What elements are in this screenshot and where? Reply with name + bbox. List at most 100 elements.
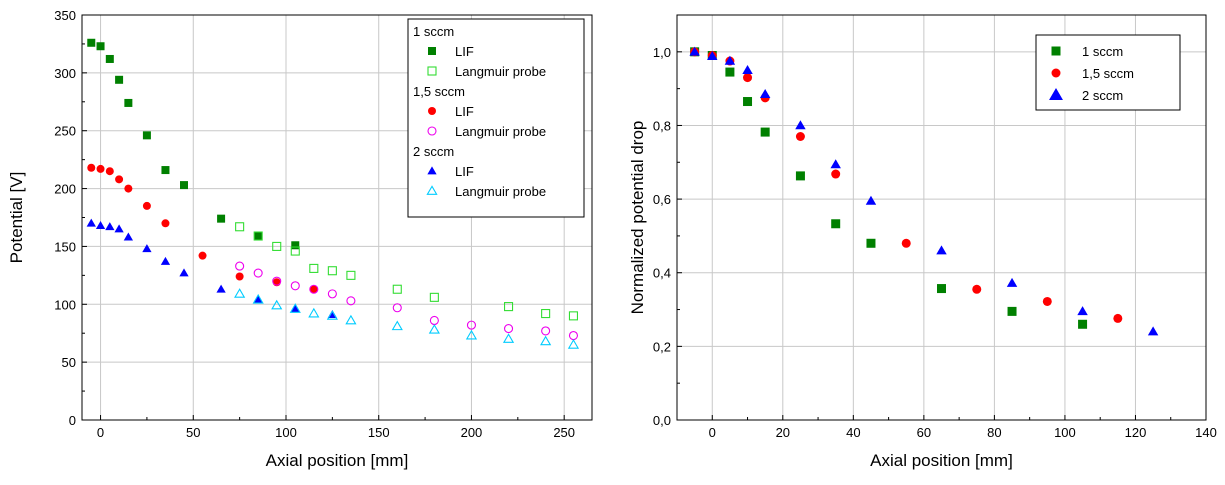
- y-tick-label: 1,0: [653, 45, 671, 60]
- data-point: [86, 218, 96, 227]
- data-point: [253, 295, 263, 304]
- data-point: [309, 284, 319, 294]
- data-point: [142, 201, 151, 210]
- data-point: [743, 97, 753, 107]
- legend-label: 1,5 sccm: [1082, 66, 1134, 81]
- data-point: [252, 293, 264, 304]
- legend-group-title: 1,5 sccm: [413, 84, 465, 99]
- legend-box: [407, 18, 585, 218]
- data-point: [254, 232, 263, 241]
- data-point: [115, 75, 124, 84]
- data-point: [235, 222, 245, 232]
- data-point: [1042, 296, 1052, 306]
- x-tick-label: 100: [1054, 425, 1076, 440]
- legend-marker: [427, 66, 437, 76]
- legend: 1 sccm 1,5 sccm 2 sccm: [1035, 34, 1181, 111]
- x-tick-label: 200: [461, 425, 483, 440]
- legend-marker: [428, 107, 436, 115]
- x-tick-label: 150: [368, 425, 390, 440]
- data-point: [972, 284, 982, 294]
- axes: 0 50 100 150 200 250 0 50 100 150 200 250 300 350: [54, 8, 575, 440]
- x-tick-label: 60: [917, 425, 931, 440]
- data-point: [180, 181, 188, 190]
- y-tick-label: 150: [54, 239, 76, 254]
- data-point: [308, 307, 320, 318]
- data-point: [503, 324, 514, 334]
- y-tick-label: 0,0: [653, 413, 671, 428]
- y-tick-label: 200: [54, 182, 76, 197]
- x-tick-label: 0: [709, 425, 716, 440]
- y-tick-label: 350: [54, 8, 76, 23]
- legend-label: 1 sccm: [1082, 44, 1123, 59]
- y-tick-label: 300: [54, 66, 76, 81]
- x-axis-label: Axial position [mm]: [870, 451, 1013, 470]
- data-point: [114, 224, 124, 233]
- legend-label: LIF: [455, 164, 474, 179]
- data-point: [689, 46, 700, 56]
- data-point: [161, 219, 170, 228]
- y-tick-label: 0,4: [653, 266, 671, 281]
- data-point: [235, 272, 244, 281]
- data-point: [866, 238, 876, 248]
- data-point: [346, 296, 356, 306]
- legend-marker: [1051, 46, 1061, 56]
- data-point: [105, 54, 114, 63]
- data-point: [831, 219, 841, 229]
- data-point: [901, 238, 911, 248]
- data-point: [830, 159, 841, 169]
- data-point: [541, 308, 551, 319]
- y-tick-label: 0,2: [653, 339, 671, 354]
- legend-marker: [426, 185, 438, 195]
- chart-potential: 0 50 100 150 200 250 0 50 100 150 200 250 300 350 Axia…: [7, 8, 593, 470]
- data-point: [345, 314, 357, 325]
- y-tick-label: 100: [54, 297, 76, 312]
- data-point: [179, 268, 189, 277]
- data-point: [87, 38, 96, 47]
- y-tick-label: 0: [69, 413, 76, 428]
- legend-label: Langmuir probe: [455, 124, 546, 139]
- data-point: [326, 310, 338, 320]
- x-tick-label: 80: [987, 425, 1001, 440]
- legend-marker: [428, 47, 436, 55]
- data-point: [502, 333, 515, 343]
- data-point: [198, 251, 207, 260]
- data-point: [95, 220, 106, 229]
- series-0: [690, 47, 1088, 329]
- series-2: [689, 46, 1159, 336]
- data-point: [327, 266, 337, 276]
- data-point: [465, 329, 478, 340]
- data-point: [291, 241, 300, 250]
- data-point: [743, 73, 753, 83]
- y-axis-label: Normalized potential drop: [628, 121, 647, 315]
- data-point: [253, 231, 263, 241]
- series-4: [86, 218, 338, 319]
- data-point: [759, 88, 771, 98]
- data-point: [1078, 319, 1088, 329]
- data-point: [391, 320, 403, 331]
- plot-frame: [676, 14, 1207, 421]
- data-point: [466, 320, 477, 330]
- data-point: [115, 175, 124, 184]
- data-point: [105, 167, 114, 176]
- data-point: [217, 214, 226, 223]
- data-point: [309, 285, 318, 294]
- data-point: [216, 284, 226, 293]
- data-point: [235, 261, 245, 271]
- data-point: [1006, 277, 1018, 287]
- data-point: [742, 65, 753, 75]
- data-point: [725, 67, 735, 77]
- legend-label: LIF: [455, 104, 474, 119]
- data-point: [936, 245, 947, 255]
- data-point: [290, 246, 300, 256]
- axes: 0 20 40 60 80 100 120 140 0,0 0,2 0,4 0,6 0,8 1,0: [653, 45, 1217, 440]
- legend-group-title: 2 sccm: [413, 144, 454, 159]
- x-tick-label: 40: [846, 425, 860, 440]
- data-point: [271, 299, 283, 310]
- legend-marker: [1049, 88, 1063, 101]
- x-tick-label: 250: [553, 425, 575, 440]
- data-point: [429, 315, 439, 326]
- data-point: [87, 163, 96, 172]
- data-point: [289, 303, 301, 313]
- x-tick-label: 20: [776, 425, 790, 440]
